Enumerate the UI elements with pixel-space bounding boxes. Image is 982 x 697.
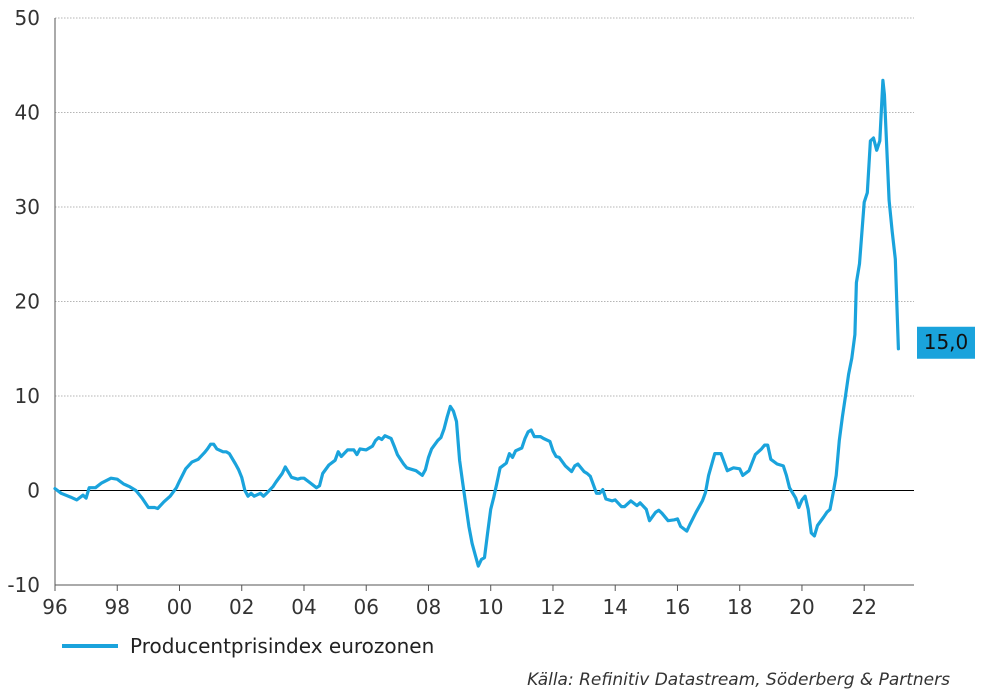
y-tick-label: 40 [15,101,40,125]
value-callout-label: 15,0 [924,330,969,354]
series-line-0 [53,78,900,568]
y-tick-label: 20 [15,290,40,314]
y-tick-label: -10 [7,573,40,597]
x-tick-label: 20 [789,595,814,619]
x-tick-label: 18 [727,595,752,619]
x-tick-label: 16 [665,595,690,619]
annotation-layer: 15,0 [917,326,975,359]
grid-lines [55,17,914,586]
axes: -10 0 10 20 30 40 50 96 98 00 02 04 06 08 10 12 14 16 18 20… [7,6,914,619]
value-callout-box [917,326,975,359]
legend-swatch [62,644,118,648]
x-tick-label: 14 [602,595,627,619]
x-tick-label: 08 [416,595,441,619]
y-tick-label: 10 [15,384,40,408]
source-note: Källa: Refinitiv Datastream, Söderberg &… [527,670,950,690]
x-tick-label: 96 [42,595,67,619]
x-tick-label: 04 [291,595,316,619]
x-tick-label: 06 [354,595,379,619]
x-tick-label: 00 [167,595,192,619]
x-tick-label: 12 [540,595,565,619]
y-tick-label: 50 [15,6,40,30]
series-layer [53,78,900,568]
x-tick-label: 02 [229,595,254,619]
x-tick-label: 22 [851,595,876,619]
y-tick-label: 0 [27,479,40,503]
y-tick-label: 30 [15,195,40,219]
legend-label: Producentprisindex eurozonen [130,634,435,658]
legend: Producentprisindex eurozonen [62,634,434,658]
x-tick-label: 98 [105,595,130,619]
x-tick-label: 10 [478,595,503,619]
